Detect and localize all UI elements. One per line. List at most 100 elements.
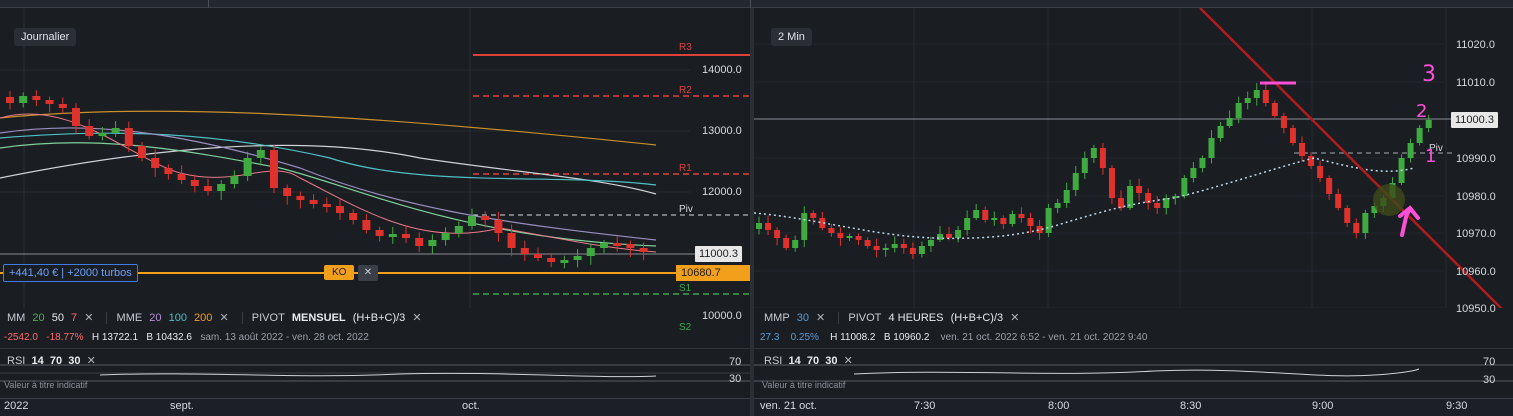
x-axis-right[interactable]: ven. 21 oct. 7:30 8:00 8:30 9:00 9:30 xyxy=(754,398,1513,416)
intraday-price-chart[interactable] xyxy=(754,8,1513,308)
candle-body xyxy=(1127,186,1134,208)
candle-body xyxy=(1416,128,1423,143)
mm-50-line xyxy=(0,144,657,195)
ko-close-button[interactable]: ✕ xyxy=(358,265,378,281)
candle-body xyxy=(164,168,173,174)
candle-body xyxy=(1253,90,1260,98)
candle-body xyxy=(230,176,239,184)
candle-body xyxy=(855,236,862,240)
candle-body xyxy=(256,150,265,158)
candle-body xyxy=(955,230,962,238)
rsi-close-icon[interactable]: ✕ xyxy=(843,355,853,367)
stats-line: 27.3 0.25% H 11008.2 B 10960.2 ven. 21 o… xyxy=(760,332,1147,343)
candle-body xyxy=(1317,166,1324,178)
candle-body xyxy=(428,240,437,246)
candle-body xyxy=(1271,103,1278,116)
x-axis-left[interactable]: 2022 sept. oct. xyxy=(0,398,750,416)
x-axis-label: 7:30 xyxy=(914,400,936,412)
indicator-close-icon[interactable]: ✕ xyxy=(1010,312,1020,324)
annotation-3: 3 xyxy=(1422,62,1436,87)
indicator-mmp-name[interactable]: MMP xyxy=(764,312,790,324)
position-pnl-badge[interactable]: +441,40 € | +2000 turbos xyxy=(3,264,138,282)
candle-body xyxy=(1235,103,1242,118)
candle-body xyxy=(946,234,953,238)
indicator-pivot-name[interactable]: PIVOT xyxy=(848,312,882,324)
stats-high: H 11008.2 xyxy=(830,332,876,343)
indicator-separator xyxy=(241,312,243,325)
rsi-level-30: 30 xyxy=(729,373,742,385)
ko-level-handle[interactable]: KO xyxy=(324,265,355,280)
candle-body xyxy=(177,174,186,180)
candle-body xyxy=(1289,128,1296,143)
candle-body xyxy=(1009,214,1016,224)
indicator-mme-name[interactable]: MME xyxy=(116,312,143,324)
candle-body xyxy=(217,184,226,191)
rsi-chart xyxy=(754,364,1513,382)
indicator-close-icon[interactable]: ✕ xyxy=(412,312,422,324)
pivot-label-s1: S1 xyxy=(679,283,692,294)
candle-body xyxy=(982,210,989,220)
y-axis-label: 11010.0 xyxy=(1456,77,1495,89)
daily-chart-panel[interactable]: Journalier 14000.0 13000.0 12000.0 10000… xyxy=(0,8,750,398)
y-axis-label: 10970.0 xyxy=(1456,228,1496,240)
candle-body xyxy=(45,100,54,104)
trend-line xyxy=(1199,8,1503,308)
candle-body xyxy=(1081,158,1088,173)
mmp-30-line xyxy=(754,157,1415,240)
indicator-separator xyxy=(106,312,108,325)
indicator-close-icon[interactable]: ✕ xyxy=(219,312,229,324)
candle-body xyxy=(1000,218,1007,224)
stats-low: B 10432.6 xyxy=(146,332,192,343)
candle-body xyxy=(375,230,384,236)
mme-param: 20 xyxy=(149,312,162,324)
rsi-panel[interactable]: RSI 14 70 30 ✕ Valeur à titre indicatif … xyxy=(754,348,1513,390)
candle-body xyxy=(882,248,889,250)
rsi-close-icon[interactable]: ✕ xyxy=(86,355,96,367)
candle-body xyxy=(283,188,292,196)
candle-body xyxy=(296,196,305,200)
current-price-label: 11000.3 xyxy=(1451,112,1498,128)
mm-param: 7 xyxy=(71,312,78,324)
mme-20-line xyxy=(0,127,657,241)
interval-tag[interactable]: Journalier xyxy=(14,28,77,46)
candle-body xyxy=(349,213,358,220)
ko-price-label: 10680.7 xyxy=(676,265,750,281)
rsi-name[interactable]: RSI xyxy=(764,355,783,367)
rsi-name[interactable]: RSI xyxy=(7,355,26,367)
timeline-divider xyxy=(208,0,209,8)
indicator-close-icon[interactable]: ✕ xyxy=(84,312,94,324)
rsi-level-70: 70 xyxy=(729,356,742,368)
candle-body xyxy=(1335,194,1342,208)
stats-percent: -18.77% xyxy=(46,332,84,343)
panel-divider[interactable] xyxy=(750,8,754,416)
y-axis-label: 11020.0 xyxy=(1456,39,1495,51)
candle-body xyxy=(846,236,853,238)
x-axis-label: 8:00 xyxy=(1048,400,1070,412)
candle-body xyxy=(243,158,252,176)
pivot-label-s2: S2 xyxy=(679,322,692,333)
candle-body xyxy=(1262,90,1269,103)
indicator-mm-name[interactable]: MM xyxy=(7,312,26,324)
indicator-pivot-name[interactable]: PIVOT xyxy=(251,312,285,324)
candle-body xyxy=(32,96,41,100)
indicator-bar: MM 20 50 7 ✕ MME 20 100 200 ✕ PIVOT MENS… xyxy=(7,311,426,325)
candle-body xyxy=(774,230,781,238)
candle-body xyxy=(1299,143,1305,156)
indicator-close-icon[interactable]: ✕ xyxy=(816,312,826,324)
x-axis-label: 8:30 xyxy=(1180,400,1202,412)
rsi-param: 14 xyxy=(788,355,801,367)
candle-body xyxy=(454,226,463,233)
y-axis-label: 12000.0 xyxy=(702,186,742,198)
candle-body xyxy=(1172,196,1179,198)
rsi-panel[interactable]: RSI 14 70 30 ✕ Valeur à titre indicatif xyxy=(0,348,750,390)
candle-body xyxy=(1181,178,1188,196)
daily-price-chart[interactable] xyxy=(0,8,750,308)
interval-tag[interactable]: 2 Min xyxy=(771,28,812,46)
candle-body xyxy=(1362,213,1369,233)
candle-body xyxy=(1190,168,1197,178)
candle-body xyxy=(151,158,160,168)
candle-body xyxy=(1154,203,1161,208)
candle-body xyxy=(1353,223,1360,233)
intraday-chart-panel[interactable]: 2 Min 11020.0 11010.0 10990.0 10980.0 10… xyxy=(754,8,1513,398)
candle-body xyxy=(837,233,844,238)
